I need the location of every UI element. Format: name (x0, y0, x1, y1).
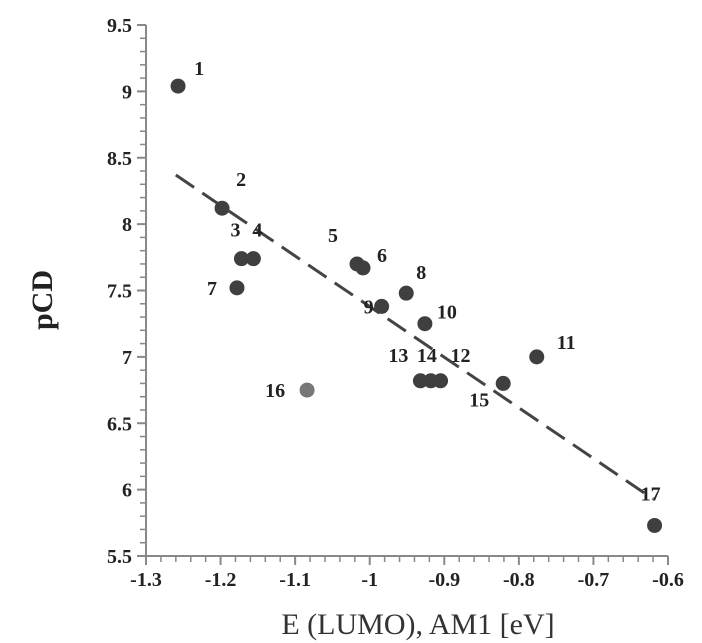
y-tick-label: 7.5 (107, 281, 132, 303)
data-point-8 (398, 285, 414, 301)
y-axis-title: pCD (26, 270, 59, 330)
y-tick-label: 6 (122, 480, 132, 502)
x-tick-label: -1.1 (279, 569, 311, 591)
data-point-4 (245, 251, 261, 267)
point-label-13: 13 (388, 345, 408, 367)
data-point-17 (647, 517, 663, 533)
point-label-10: 10 (437, 302, 457, 324)
point-label-17: 17 (641, 483, 661, 505)
x-tick-label: -0.6 (652, 569, 684, 591)
data-point-1 (170, 78, 186, 94)
trendline (174, 173, 654, 501)
point-label-3: 3 (230, 220, 240, 242)
x-tick-label: -1 (361, 569, 378, 591)
data-point-3 (233, 251, 249, 267)
x-tick-label: -1.2 (205, 569, 237, 591)
x-tick-label: -1.3 (130, 569, 162, 591)
point-label-6: 6 (377, 245, 387, 267)
data-point-7 (229, 280, 245, 296)
point-label-5: 5 (328, 225, 338, 247)
point-label-7: 7 (207, 278, 217, 300)
data-point-6 (355, 260, 371, 276)
point-label-9: 9 (364, 296, 374, 318)
point-label-8: 8 (416, 262, 426, 284)
y-tick-label: 8 (122, 214, 132, 236)
point-label-14: 14 (417, 345, 437, 367)
data-point-16 (299, 382, 315, 398)
point-label-2: 2 (236, 169, 246, 191)
point-label-11: 11 (557, 332, 576, 354)
data-point-2 (214, 200, 230, 216)
point-label-1: 1 (194, 58, 204, 80)
x-tick-label: -0.7 (578, 569, 610, 591)
point-label-4: 4 (252, 220, 262, 242)
data-points (170, 78, 663, 533)
y-tick-label: 8.5 (107, 148, 132, 170)
point-label-15: 15 (469, 389, 489, 411)
x-axis-title: E (LUMO), AM1 [eV] (281, 608, 554, 641)
y-tick-label: 9 (122, 81, 132, 103)
point-label-12: 12 (451, 345, 471, 367)
y-tick-label: 9.5 (107, 15, 132, 37)
x-tick-label: -0.9 (428, 569, 460, 591)
x-tick-label: -0.8 (503, 569, 535, 591)
data-point-13 (412, 373, 428, 389)
point-label-16: 16 (265, 380, 285, 402)
data-point-10 (417, 316, 433, 332)
ticks (137, 24, 669, 565)
y-tick-label: 6.5 (107, 413, 132, 435)
data-point-11 (529, 349, 545, 365)
trendline-group (174, 173, 654, 501)
tick-labels: 5.5 6 6.5 7 7.5 8 8.5 9 9.5 -1.3 -1.2 -1.1 -1 -0.9 -0.… (107, 15, 684, 591)
data-point-15 (495, 375, 511, 391)
y-tick-label: 7 (122, 347, 132, 369)
data-point-9 (374, 298, 390, 314)
y-tick-label: 5.5 (107, 546, 132, 568)
data-point-14 (423, 373, 439, 389)
